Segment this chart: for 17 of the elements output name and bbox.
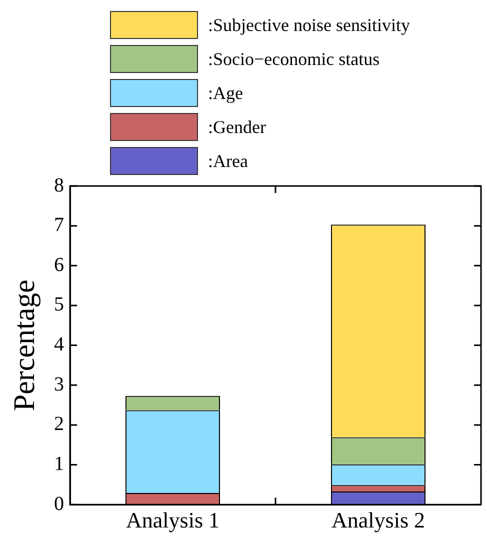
y-tick-label: 3	[54, 373, 64, 396]
legend-label: :Gender	[208, 116, 266, 138]
legend-label: :Socio−economic status	[208, 48, 380, 70]
y-tick-label: 2	[54, 413, 64, 436]
y-tick-label: 1	[54, 453, 64, 476]
x-tick-label: Analysis 1	[126, 508, 220, 533]
legend-label: :Subjective noise sensitivity	[208, 14, 410, 36]
legend-label: :Age	[208, 82, 243, 104]
legend-label: :Area	[208, 150, 248, 172]
x-tick-label: Analysis 2	[332, 508, 425, 533]
y-tick-label: 8	[54, 174, 64, 196]
y-axis-title: Percentage	[8, 280, 41, 412]
y-tick-label: 5	[54, 294, 64, 316]
y-tick-label: 7	[54, 214, 64, 236]
y-tick-label: 6	[54, 254, 64, 276]
y-tick-label: 0	[54, 492, 64, 515]
y-tick-label: 4	[54, 334, 64, 356]
